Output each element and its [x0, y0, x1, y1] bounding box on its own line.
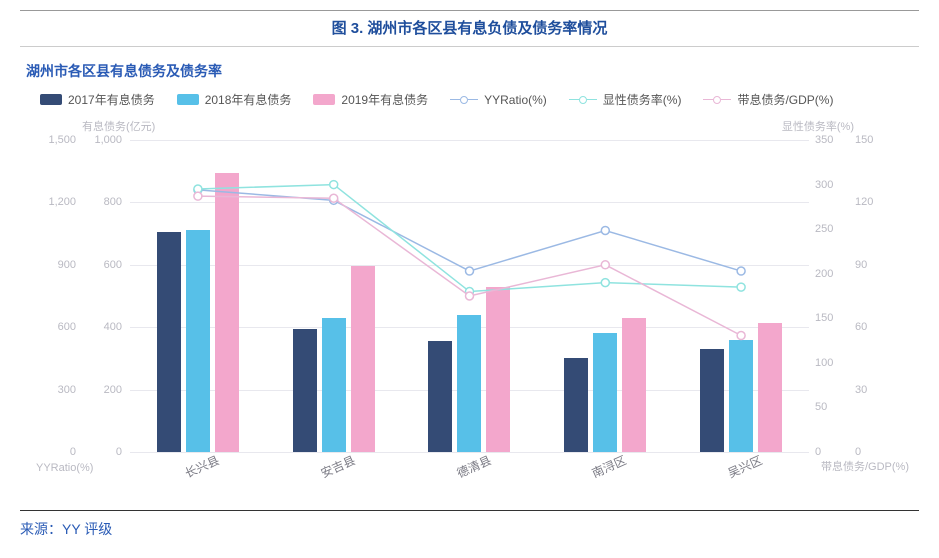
ytick-right-outer: 60: [855, 321, 889, 333]
ytick-right-inner: 250: [815, 223, 849, 235]
ytick-left-inner: 1,000: [82, 134, 122, 146]
bar: [564, 358, 588, 452]
bar: [700, 349, 724, 452]
legend-gdp: 带息债务/GDP(%): [703, 91, 833, 108]
legend-label: 带息债务/GDP(%): [737, 91, 833, 108]
legend-2019: 2019年有息债务: [313, 91, 428, 108]
legend-label: 2018年有息债务: [205, 91, 292, 108]
bar: [486, 287, 510, 452]
bar-group: [673, 140, 809, 452]
swatch-2018: [177, 94, 199, 105]
ytick-right-inner: 100: [815, 357, 849, 369]
ytick-right-inner: 200: [815, 268, 849, 280]
bar: [351, 266, 375, 452]
ytick-left-outer: 900: [36, 259, 76, 271]
category-label: 长兴县: [182, 451, 222, 481]
ytick-right-outer: 30: [855, 384, 889, 396]
legend-label: 2017年有息债务: [68, 91, 155, 108]
bar: [215, 173, 239, 452]
ytick-left-outer: 300: [36, 384, 76, 396]
axis-label-right-outer: 带息债务/GDP(%): [821, 458, 909, 474]
category-label: 德清县: [454, 451, 494, 481]
ytick-left-inner: 600: [82, 259, 122, 271]
ytick-left-inner: 400: [82, 321, 122, 333]
figure-title: 图 3. 湖州市各区县有息负债及债务率情况: [20, 10, 919, 47]
bar-group: [130, 140, 266, 452]
bar: [428, 341, 452, 452]
line-swatch-gdp: [703, 96, 731, 104]
bar-group: [266, 140, 402, 452]
ytick-left-outer: 0: [36, 446, 76, 458]
bar-group: [402, 140, 538, 452]
legend-2017: 2017年有息债务: [40, 91, 155, 108]
category-label: 安吉县: [318, 451, 358, 481]
line-swatch-yy: [450, 96, 478, 104]
category-label: 吴兴区: [725, 451, 765, 481]
legend-label: YYRatio(%): [484, 93, 547, 107]
bar: [457, 315, 481, 452]
axis-label-right-inner: 显性债务率(%): [782, 118, 854, 134]
ytick-left-inner: 0: [82, 446, 122, 458]
ytick-right-outer: 120: [855, 196, 889, 208]
ytick-right-inner: 50: [815, 401, 849, 413]
bar: [157, 232, 181, 452]
ytick-left-inner: 800: [82, 196, 122, 208]
legend-yyratio: YYRatio(%): [450, 93, 547, 107]
ytick-right-outer: 0: [855, 446, 889, 458]
bar: [622, 318, 646, 452]
legend-explicit: 显性债务率(%): [569, 91, 682, 108]
axis-label-left-inner: YYRatio(%): [36, 462, 93, 474]
plot-region: 03006009001,2001,50002004006008001,00005…: [130, 140, 809, 452]
legend: 2017年有息债务 2018年有息债务 2019年有息债务 YYRatio(%)…: [40, 91, 919, 108]
ytick-right-inner: 150: [815, 312, 849, 324]
bar-groups: [130, 140, 809, 452]
chart-area: 有息债务(亿元) 显性债务率(%) YYRatio(%) 带息债务/GDP(%)…: [30, 114, 909, 504]
bar: [322, 318, 346, 452]
ytick-right-inner: 300: [815, 179, 849, 191]
source-label: 来源：YY 评级: [20, 510, 919, 539]
bar: [186, 230, 210, 452]
bar: [758, 323, 782, 452]
ytick-left-inner: 200: [82, 384, 122, 396]
legend-label: 2019年有息债务: [341, 91, 428, 108]
bar: [593, 333, 617, 452]
line-swatch-expl: [569, 96, 597, 104]
legend-label: 显性债务率(%): [603, 91, 682, 108]
ytick-left-outer: 1,500: [36, 134, 76, 146]
ytick-left-outer: 600: [36, 321, 76, 333]
swatch-2017: [40, 94, 62, 105]
ytick-left-outer: 1,200: [36, 196, 76, 208]
ytick-right-outer: 150: [855, 134, 889, 146]
ytick-right-outer: 90: [855, 259, 889, 271]
bar: [729, 340, 753, 452]
chart-subtitle: 湖州市各区县有息债务及债务率: [26, 61, 919, 81]
legend-2018: 2018年有息债务: [177, 91, 292, 108]
ytick-right-inner: 350: [815, 134, 849, 146]
ytick-right-inner: 0: [815, 446, 849, 458]
swatch-2019: [313, 94, 335, 105]
bar: [293, 329, 317, 452]
bar-group: [537, 140, 673, 452]
figure-container: 图 3. 湖州市各区县有息负债及债务率情况 湖州市各区县有息债务及债务率 201…: [0, 0, 939, 547]
category-label: 南浔区: [589, 451, 629, 481]
axis-label-left-outer: 有息债务(亿元): [82, 118, 155, 134]
